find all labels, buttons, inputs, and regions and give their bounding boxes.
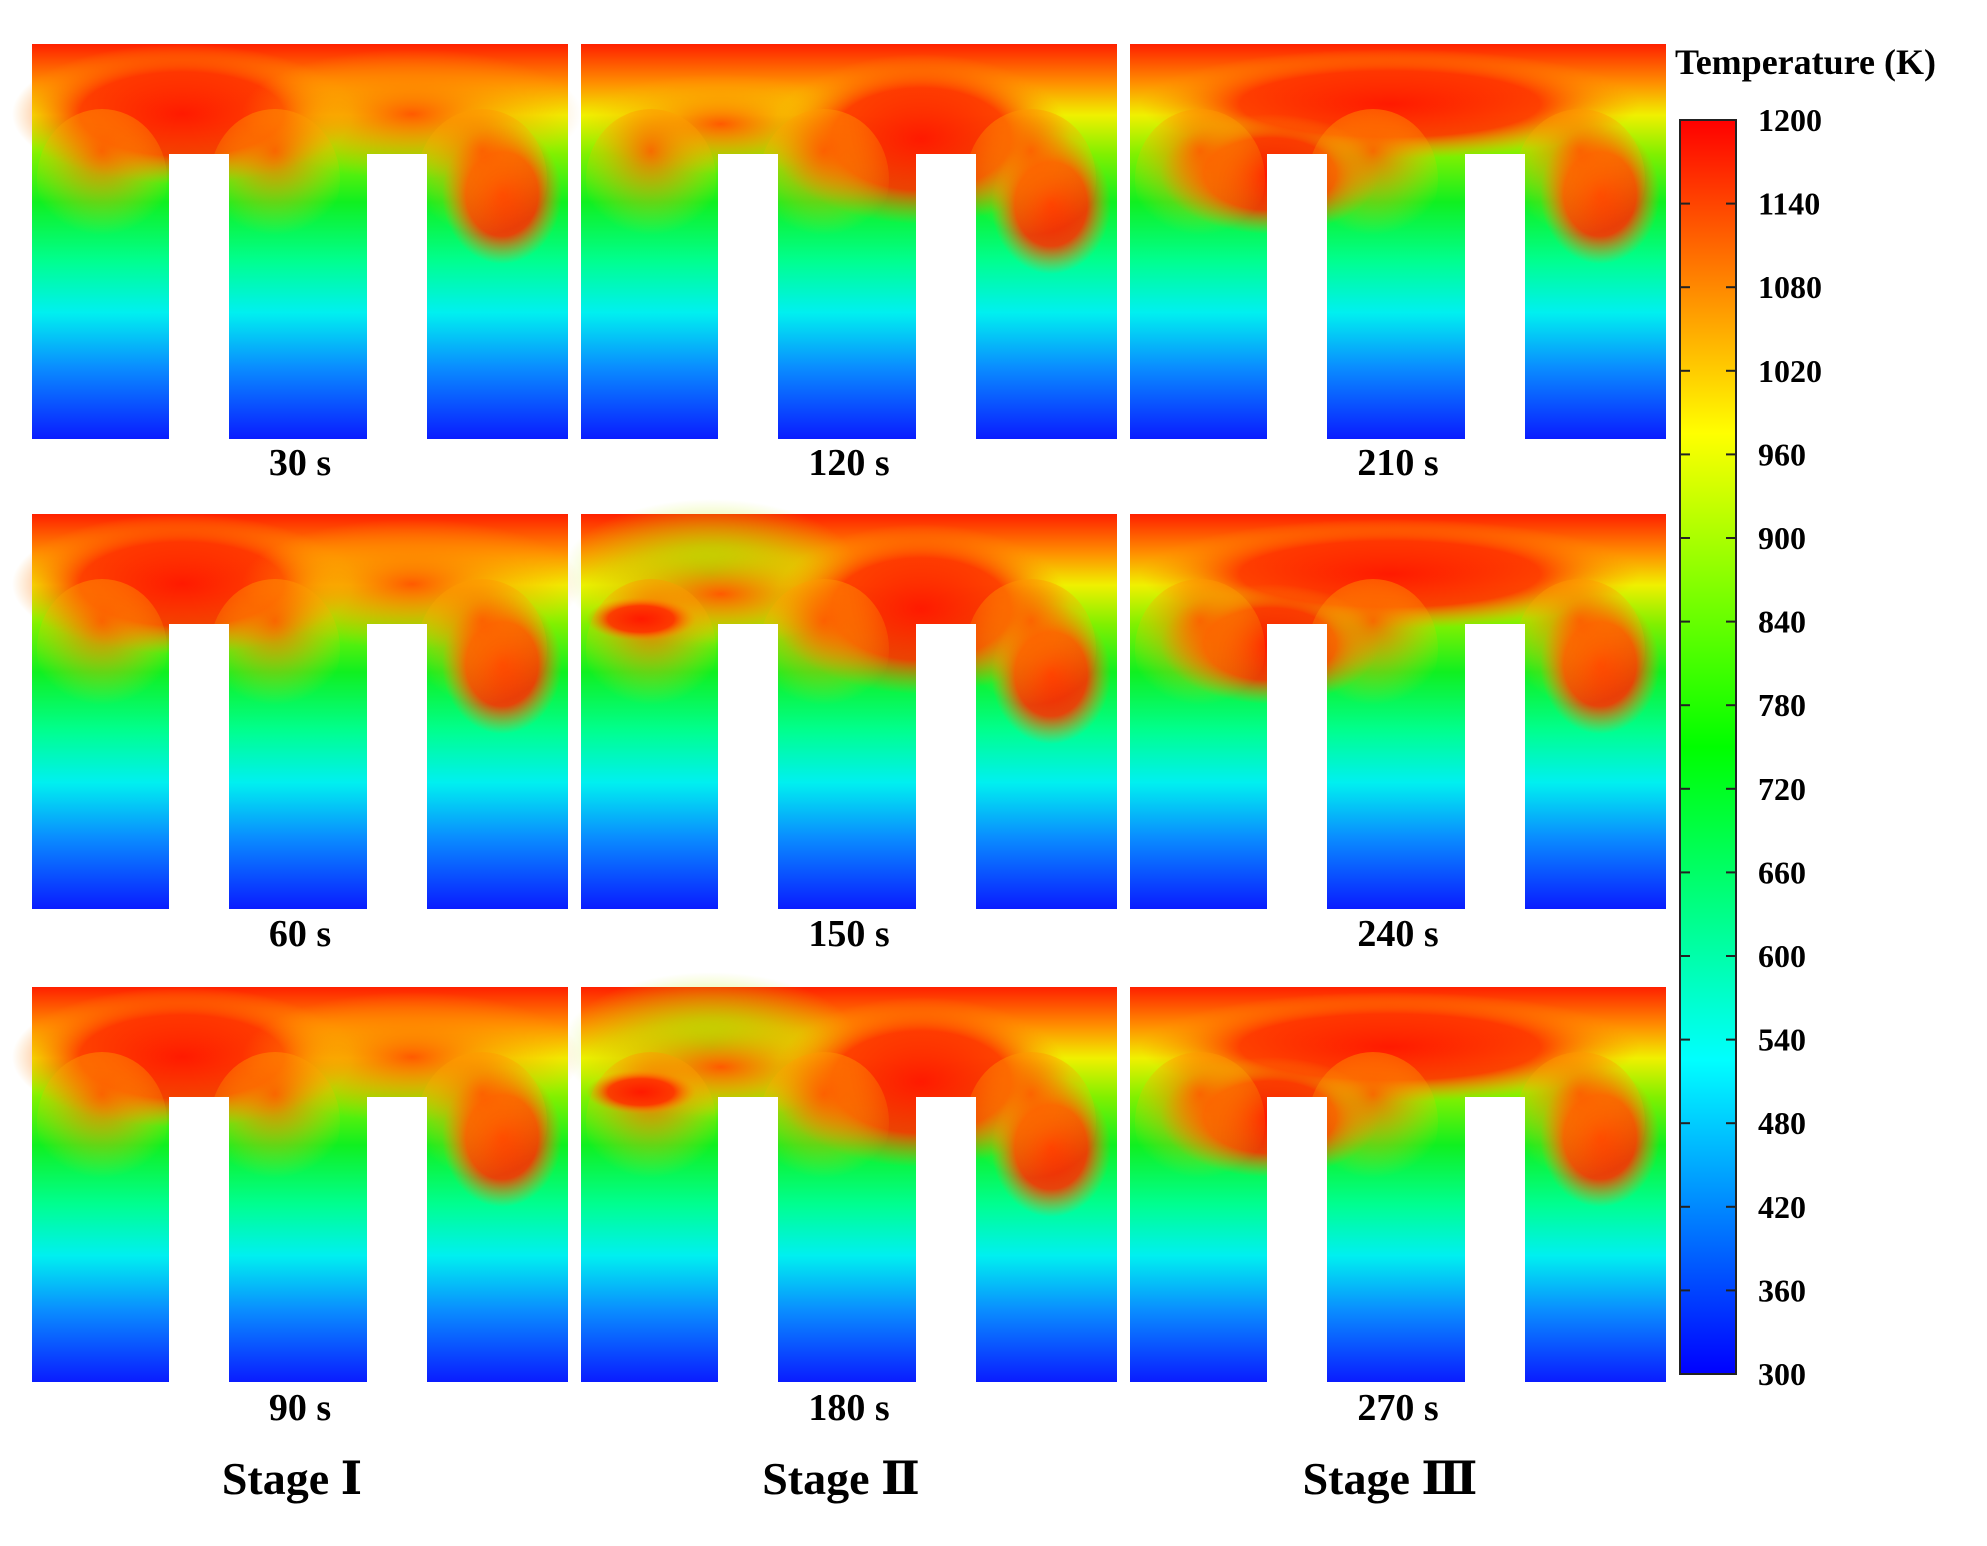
stage-1-label: Stage Ⅰ	[222, 1453, 362, 1504]
time-label: 210 s	[1357, 442, 1438, 484]
obstacle-1	[169, 154, 229, 440]
obstacle-1	[718, 1097, 778, 1383]
time-label: 270 s	[1357, 1387, 1438, 1429]
contour-panel-270s	[1130, 987, 1666, 1383]
obstacle-1	[718, 624, 778, 910]
colorbar-tick-label: 1200	[1758, 102, 1822, 138]
obstacle-2	[1465, 624, 1525, 910]
obstacle-2	[916, 154, 976, 440]
plume-2	[210, 109, 340, 249]
time-label: 150 s	[808, 913, 889, 955]
obstacle-2	[1465, 1097, 1525, 1383]
plume-3	[417, 1052, 547, 1192]
colorbar-tick-label: 900	[1758, 520, 1806, 556]
contour-panel-150s	[561, 499, 1117, 910]
plume-2	[1308, 579, 1438, 719]
plume-3	[966, 1052, 1096, 1192]
stage-3-label: Stage Ⅲ	[1303, 1453, 1478, 1504]
colorbar-tick-label: 720	[1758, 771, 1806, 807]
colorbar-tick-label: 480	[1758, 1105, 1806, 1141]
obstacle-2	[916, 624, 976, 910]
obstacle-2	[367, 624, 427, 910]
plume-3	[417, 579, 547, 719]
plume-1	[1135, 579, 1265, 719]
time-label: 30 s	[269, 442, 331, 484]
time-label: 240 s	[1357, 913, 1438, 955]
colorbar-tick-label: 660	[1758, 854, 1806, 890]
plume-3	[966, 579, 1096, 719]
plume-3	[1515, 579, 1645, 719]
colorbar-tick-label: 600	[1758, 938, 1806, 974]
contour-panel-180s	[561, 972, 1117, 1383]
time-label: 120 s	[808, 442, 889, 484]
colorbar-tick-label: 1020	[1758, 353, 1822, 389]
obstacle-2	[916, 1097, 976, 1383]
obstacle-2	[367, 1097, 427, 1383]
plume-3	[1515, 1052, 1645, 1192]
colorbar-tick-label: 420	[1758, 1189, 1806, 1225]
plume-2	[1308, 109, 1438, 249]
plume-2	[759, 109, 889, 249]
obstacle-1	[1267, 154, 1327, 440]
obstacle-1	[1267, 1097, 1327, 1383]
time-label: 60 s	[269, 913, 331, 955]
plume-1	[37, 109, 167, 249]
colorbar-tick-label: 300	[1758, 1356, 1806, 1392]
time-label: 180 s	[808, 1387, 889, 1429]
plume-3	[966, 109, 1096, 249]
colorbar-tick-label: 840	[1758, 604, 1806, 640]
plume-2	[1308, 1052, 1438, 1192]
colorbar-tick-label: 960	[1758, 436, 1806, 472]
plume-1	[1135, 109, 1265, 249]
colorbar-title: Temperature (K)	[1675, 42, 1936, 82]
colorbar	[1679, 119, 1737, 1375]
contour-panel-210s	[1130, 44, 1666, 440]
obstacle-1	[1267, 624, 1327, 910]
contour-panel-120s	[581, 44, 1117, 440]
obstacle-1	[169, 624, 229, 910]
obstacle-2	[1465, 154, 1525, 440]
plume-2	[759, 1052, 889, 1192]
colorbar-tick-label: 1080	[1758, 269, 1822, 305]
plume-2	[210, 1052, 340, 1192]
contour-panel-90s	[12, 987, 582, 1383]
stage-2-label: Stage Ⅱ	[762, 1453, 920, 1504]
colorbar-tick-label: 540	[1758, 1022, 1806, 1058]
colorbar-tick-label: 1140	[1758, 186, 1820, 222]
hot-pocket	[586, 1070, 696, 1114]
plume-2	[210, 579, 340, 719]
plume-1	[37, 1052, 167, 1192]
contour-panel-240s	[1130, 514, 1666, 910]
plume-3	[417, 109, 547, 249]
plume-1	[1135, 1052, 1265, 1192]
obstacle-1	[718, 154, 778, 440]
obstacle-2	[367, 154, 427, 440]
plume-3	[1515, 109, 1645, 249]
colorbar-tick-label: 360	[1758, 1272, 1806, 1308]
contour-panel-60s	[12, 514, 582, 910]
hot-pocket	[586, 597, 696, 641]
plume-1	[37, 579, 167, 719]
obstacle-1	[169, 1097, 229, 1383]
colorbar-tick-label: 780	[1758, 687, 1806, 723]
time-label: 90 s	[269, 1387, 331, 1429]
plume-2	[759, 579, 889, 719]
plume-1	[586, 109, 716, 249]
contour-panel-30s	[12, 44, 582, 440]
